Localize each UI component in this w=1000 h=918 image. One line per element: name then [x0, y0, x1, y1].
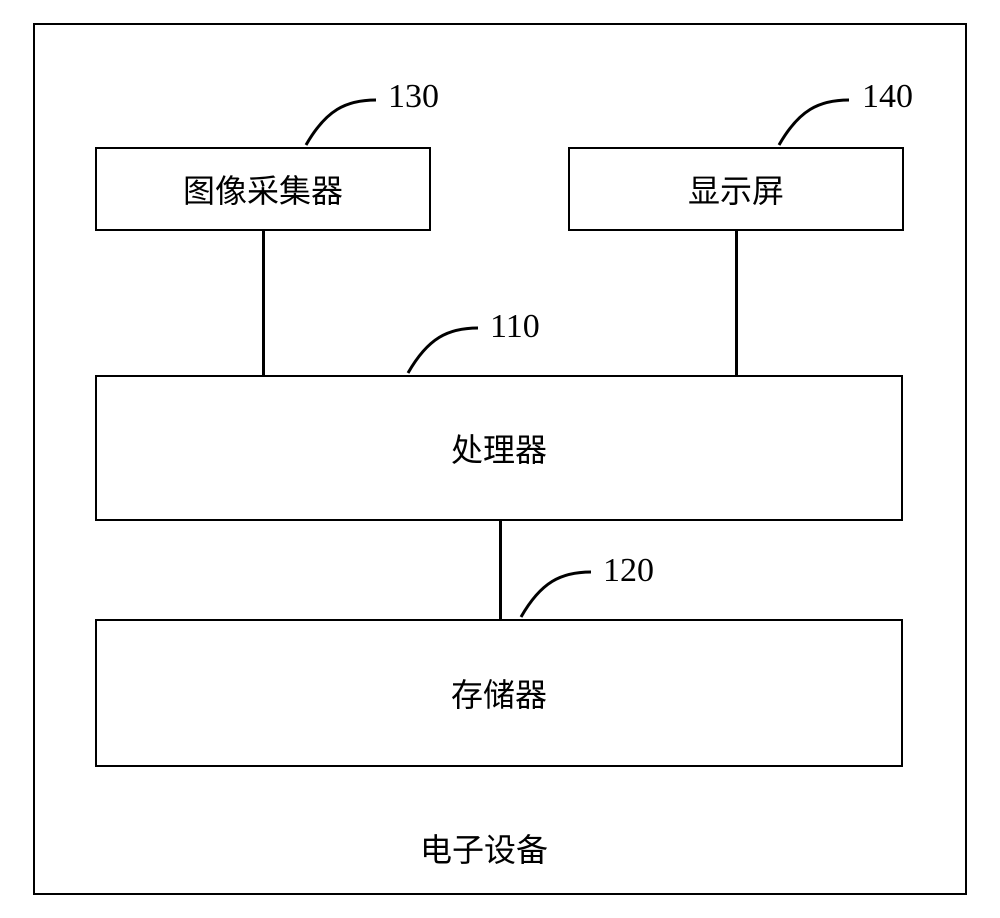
ref-memory: 120 — [603, 552, 654, 590]
callout-memory — [0, 0, 1000, 918]
diagram-title: 电子设备 — [420, 825, 548, 871]
diagram-canvas: 图像采集器 130 显示屏 140 处理器 110 存储器 120 电子设备 — [0, 0, 1000, 918]
